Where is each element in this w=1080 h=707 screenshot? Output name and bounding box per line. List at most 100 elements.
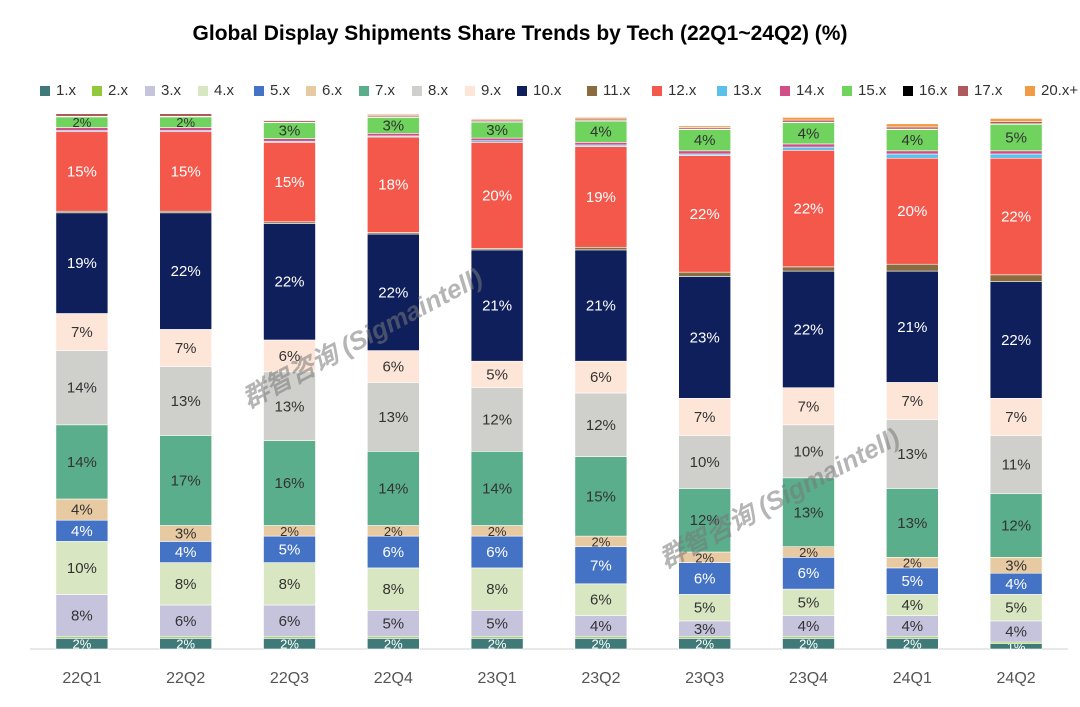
- data-label-23Q1-5.x: 6%: [486, 544, 508, 561]
- data-label-22Q2-1.x: 2%: [176, 637, 195, 652]
- bar-23Q4-17.x: [782, 119, 835, 123]
- data-label-22Q2-10.x: 22%: [171, 263, 201, 280]
- bar-22Q1-4.x: [55, 541, 109, 595]
- chart-legend: 1.x 2.x 3.x 4.x 5.x 6.x 7.x 8.x 9.x 10.x 11.x 12.x 1…: [40, 82, 1080, 102]
- legend-item-3x: 3.x: [145, 82, 181, 99]
- legend-item-13x: 13.x: [717, 82, 761, 99]
- legend-swatch: [587, 85, 597, 96]
- legend-swatch: [1025, 85, 1035, 96]
- bar-22Q1-9.x: [55, 313, 109, 351]
- data-label-22Q4-5.x: 6%: [382, 544, 404, 561]
- data-label-22Q4-12.x: 18%: [378, 177, 408, 194]
- data-label-23Q3-3.x: 3%: [694, 621, 716, 638]
- data-label-23Q2-8.x: 12%: [586, 417, 616, 434]
- data-label-23Q1-10.x: 21%: [482, 298, 512, 315]
- legend-label: 13.x: [733, 82, 762, 99]
- data-label-22Q2-8.x: 13%: [171, 393, 201, 410]
- bar-23Q4-4.x: [782, 588, 835, 616]
- bar-22Q2-8.x: [159, 366, 212, 436]
- data-label-23Q3-1.x: 2%: [695, 637, 714, 652]
- data-label-23Q4-1.x: 2%: [799, 637, 818, 652]
- data-label-23Q3-8.x: 10%: [690, 454, 720, 471]
- data-label-24Q2-5.x: 4%: [1005, 576, 1027, 593]
- bar-23Q4-14.x: [782, 143, 835, 148]
- bar-24Q1-9.x: [885, 382, 939, 420]
- bar-23Q2-7.x: [574, 456, 628, 537]
- data-label-22Q3-8.x: 13%: [274, 398, 304, 415]
- bar-24Q2-8.x: [989, 435, 1043, 495]
- legend-label: 4.x: [214, 82, 235, 99]
- bar-23Q3-9.x: [678, 398, 732, 436]
- data-label-22Q1-12.x: 15%: [67, 163, 97, 180]
- legend-swatch: [652, 85, 662, 96]
- bar-23Q3-14.x: [678, 150, 732, 155]
- bar-23Q3-12.x: [678, 155, 732, 273]
- legend-item-10x: 10.x: [517, 82, 561, 99]
- bar-24Q1-11.x: [885, 263, 939, 272]
- bar-23Q1-3.x: [470, 610, 524, 638]
- data-label-22Q4-1.x: 2%: [384, 637, 403, 652]
- bar-22Q3-17.x: [263, 120, 316, 123]
- data-label-23Q3-6.x: 2%: [695, 550, 714, 565]
- legend-label: 7.x: [375, 82, 396, 99]
- data-label-23Q2-4.x: 6%: [590, 592, 612, 609]
- data-label-23Q4-7.x: 13%: [793, 504, 823, 521]
- data-label-24Q1-6.x: 2%: [903, 556, 922, 571]
- bar-23Q2-9.x: [574, 360, 628, 394]
- data-label-22Q4-4.x: 8%: [382, 581, 404, 598]
- bar-24Q1-10.x: [885, 270, 939, 383]
- bar-23Q4-10.x: [782, 270, 835, 389]
- bar-22Q4-12.x: [366, 136, 420, 233]
- bar-22Q2-3.x: [159, 604, 212, 638]
- bar-22Q4-7.x: [366, 451, 420, 526]
- data-label-24Q1-12.x: 20%: [897, 203, 927, 220]
- data-label-24Q1-9.x: 7%: [901, 393, 923, 410]
- legend-swatch: [842, 85, 852, 96]
- bar-24Q2-4.x: [989, 594, 1043, 622]
- legend-label: 1.x: [56, 82, 77, 99]
- bar-22Q3-10.x: [263, 223, 316, 341]
- data-label-24Q2-7.x: 12%: [1001, 518, 1031, 535]
- data-label-23Q2-5.x: 7%: [590, 557, 612, 574]
- bar-24Q1-7.x: [885, 488, 939, 558]
- data-label-22Q1-5.x: 4%: [71, 523, 93, 540]
- bar-23Q4-8.x: [782, 424, 835, 479]
- legend-swatch: [306, 85, 316, 96]
- bar-22Q4-5.x: [366, 535, 420, 569]
- data-label-24Q2-9.x: 7%: [1005, 409, 1027, 426]
- legend-label: 2.x: [108, 82, 129, 99]
- data-label-23Q1-1.x: 2%: [488, 637, 507, 652]
- legend-swatch: [958, 85, 968, 96]
- data-label-24Q1-15.x: 4%: [901, 132, 923, 149]
- bar-24Q1-14.x: [885, 150, 939, 155]
- legend-swatch: [254, 85, 264, 96]
- bar-24Q2-9.x: [989, 398, 1043, 436]
- data-label-22Q3-9.x: 6%: [279, 348, 301, 365]
- bar-23Q4-5.x: [782, 557, 835, 590]
- bar-23Q2-4.x: [574, 583, 628, 616]
- data-label-22Q4-7.x: 14%: [378, 480, 408, 497]
- bar-24Q1-8.x: [885, 419, 939, 489]
- data-label-23Q1-15.x: 3%: [486, 122, 508, 139]
- data-label-22Q1-10.x: 19%: [67, 255, 97, 272]
- data-label-23Q2-7.x: 15%: [586, 488, 616, 505]
- x-tick-label-22Q3: 22Q3: [270, 670, 309, 687]
- bar-23Q4-20.x+: [782, 117, 835, 121]
- data-label-23Q4-3.x: 4%: [798, 618, 820, 635]
- legend-item-9x: 9.x: [465, 82, 501, 99]
- data-label-22Q1-15.x: 2%: [73, 115, 92, 130]
- data-label-22Q3-6.x: 2%: [280, 524, 299, 539]
- legend-item-11x: 11.x: [587, 82, 630, 99]
- data-label-22Q1-3.x: 8%: [71, 608, 93, 625]
- bar-23Q4-11.x: [782, 266, 835, 272]
- bar-22Q4-10.x: [366, 233, 420, 351]
- legend-swatch: [903, 85, 913, 96]
- data-label-22Q3-4.x: 8%: [279, 576, 301, 593]
- bar-22Q2-7.x: [159, 435, 212, 526]
- bar-23Q4-12.x: [782, 149, 835, 268]
- bar-23Q2-8.x: [574, 392, 628, 457]
- data-label-23Q3-15.x: 4%: [694, 132, 716, 149]
- bar-23Q1-8.x: [470, 387, 524, 452]
- x-tick-label-22Q4: 22Q4: [374, 670, 413, 687]
- data-label-22Q1-7.x: 14%: [67, 454, 97, 471]
